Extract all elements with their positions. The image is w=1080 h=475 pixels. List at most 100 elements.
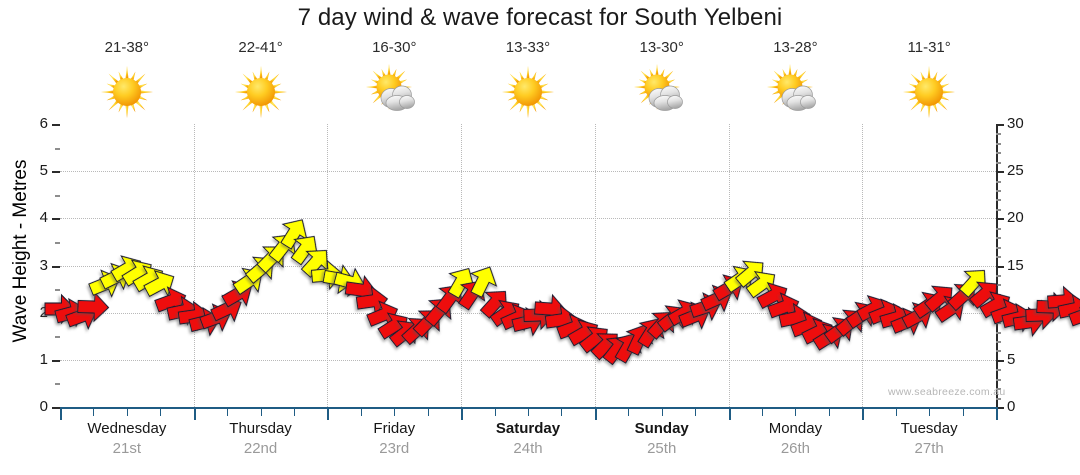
wind-arrow [137, 261, 183, 307]
x-axis-tick [628, 407, 630, 416]
day-boundary-gridline [193, 124, 195, 407]
day-summary-tuesday: 11-31° [862, 36, 996, 122]
right-axis-label: 0 [1007, 398, 1016, 415]
right-axis-minor-tick [996, 256, 1001, 259]
wind-arrow [1063, 293, 1080, 337]
day-name: Wednesday [87, 420, 167, 437]
x-axis-tick [795, 407, 797, 416]
x-axis-tick [260, 407, 262, 416]
left-axis-label: 4 [39, 209, 48, 227]
sun-icon [230, 62, 292, 120]
day-summary-monday: 13-28° [729, 36, 863, 122]
day-summary-saturday: 13-33° [461, 36, 595, 122]
left-axis-tick [52, 265, 60, 268]
day-name: Tuesday [900, 420, 958, 437]
x-axis-tick [394, 407, 396, 416]
temperature-range: 16-30° [372, 39, 417, 56]
x-axis-tick [728, 407, 731, 420]
right-axis-minor-tick [996, 208, 1001, 211]
left-axis-label: 1 [39, 350, 48, 368]
x-axis-tick [494, 407, 496, 416]
day-date: 25th [647, 440, 677, 457]
right-axis-label: 25 [1007, 162, 1024, 180]
right-axis-minor-tick [996, 237, 1001, 240]
right-axis-tick [996, 407, 1004, 409]
right-axis-minor-tick [996, 190, 1001, 193]
right-axis-minor-tick [996, 350, 1001, 353]
right-axis-minor-tick [996, 199, 1001, 202]
horizontal-gridline [60, 265, 996, 267]
temperature-range: 22-41° [238, 39, 283, 56]
left-axis-minor-tick [55, 289, 60, 292]
right-axis-minor-tick [996, 133, 1001, 136]
right-axis-tick [996, 265, 1004, 268]
day-boundary-gridline [594, 124, 596, 407]
sun-icon [497, 62, 559, 120]
right-axis-label: 20 [1007, 209, 1024, 227]
right-axis-minor-tick [996, 369, 1001, 372]
right-axis-minor-tick [996, 227, 1001, 230]
x-axis-tick [60, 407, 62, 420]
x-axis-tick [126, 407, 128, 416]
left-axis-tick [52, 218, 60, 221]
sun-icon [96, 62, 158, 120]
right-axis-minor-tick [996, 161, 1001, 164]
day-date: 22nd [243, 440, 278, 457]
x-axis-tick [695, 407, 697, 416]
x-axis-day-label-monday: Monday 26th [729, 419, 863, 460]
x-axis-tick [895, 407, 897, 416]
x-axis-day-label-thursday: Thursday 22nd [194, 419, 328, 460]
left-axis-label: 6 [39, 115, 48, 132]
day-name: Thursday [229, 420, 292, 437]
day-date: 27th [914, 440, 944, 457]
day-name: Saturday [495, 420, 561, 437]
x-axis-tick [427, 407, 429, 416]
left-axis-label: 3 [39, 256, 48, 274]
temperature-range: 21-38° [104, 39, 150, 56]
day-boundary-gridline [862, 124, 864, 407]
left-axis-minor-tick [55, 147, 60, 150]
page-title: 7 day wind & wave forecast for South Yel… [297, 4, 783, 31]
x-axis-day-label-friday: Friday 23rd [327, 419, 461, 460]
day-summary-thursday: 22-41° [194, 36, 328, 122]
right-axis-minor-tick [996, 397, 1001, 400]
right-axis-label: 15 [1007, 256, 1024, 274]
left-axis-label: 2 [39, 303, 48, 321]
temperature-range: 11-31° [907, 39, 951, 56]
day-name: Monday [768, 420, 823, 437]
partly-cloudy-icon [363, 62, 425, 120]
sun-icon [898, 62, 960, 120]
day-summary-friday: 16-30° [327, 36, 461, 122]
day-date: 23rd [379, 440, 410, 457]
right-axis-minor-tick [996, 331, 1001, 334]
right-axis-tick [996, 359, 1004, 362]
x-axis-tick [762, 407, 763, 416]
right-axis-minor-tick [996, 152, 1001, 155]
partly-cloudy-icon [631, 62, 693, 120]
wind-arrow [461, 258, 506, 303]
day-name: Friday [373, 420, 416, 437]
left-axis-label: 5 [39, 162, 48, 180]
x-axis-tick [828, 407, 830, 416]
right-axis-tick [996, 171, 1004, 174]
x-axis-day-label-saturday: Saturday 24th [461, 419, 595, 460]
x-axis-tick [461, 407, 464, 420]
x-axis-day-label-tuesday: Tuesday 27th [862, 419, 996, 460]
x-axis-tick [227, 407, 229, 416]
right-axis-minor-tick [996, 388, 1001, 391]
right-axis-minor-tick [996, 378, 1001, 381]
x-axis-tick [862, 407, 865, 420]
left-axis-minor-tick [55, 336, 60, 339]
day-summary-sunday: 13-30° [595, 36, 729, 122]
left-axis-minor-tick [55, 383, 60, 386]
left-axis-minor-tick [55, 194, 60, 197]
x-axis-tick [929, 407, 931, 416]
x-axis-line [60, 407, 998, 409]
left-axis-tick [52, 359, 60, 362]
day-date: 24th [513, 440, 543, 457]
x-axis-tick [327, 407, 330, 420]
x-axis-tick [661, 407, 663, 416]
horizontal-gridline [60, 218, 996, 220]
x-axis-tick [160, 407, 162, 416]
